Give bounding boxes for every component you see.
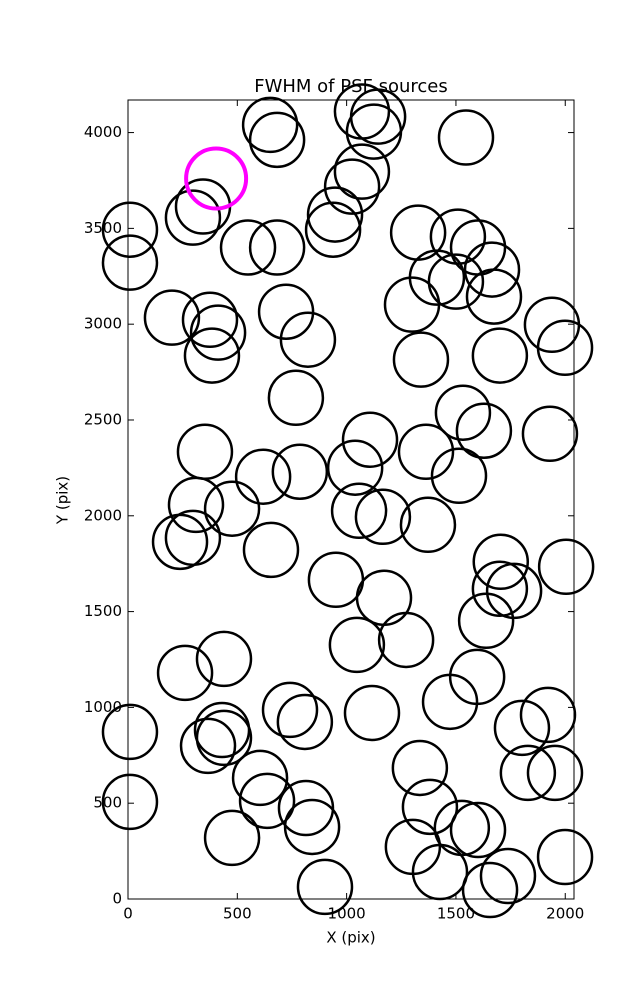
source-circle bbox=[430, 447, 488, 504]
source-circle bbox=[231, 749, 289, 807]
y-axis-label: Y (pix) bbox=[54, 476, 72, 525]
y-tick-label: 0 bbox=[112, 890, 122, 908]
source-circle bbox=[164, 509, 222, 567]
source-circle bbox=[333, 143, 391, 200]
source-circle bbox=[463, 241, 521, 298]
source-circle bbox=[479, 847, 537, 905]
source-circle bbox=[261, 681, 319, 739]
source-circle bbox=[461, 861, 519, 919]
x-tick-label: 2000 bbox=[546, 905, 584, 923]
source-circle bbox=[267, 369, 325, 427]
source-circle bbox=[421, 673, 479, 731]
source-circle bbox=[429, 208, 487, 265]
source-circle bbox=[399, 496, 457, 554]
source-circle bbox=[455, 402, 513, 459]
source-circle bbox=[271, 443, 329, 500]
source-circle bbox=[242, 521, 300, 579]
source-circle bbox=[219, 219, 277, 276]
source-circle bbox=[279, 311, 337, 368]
source-circle bbox=[101, 773, 159, 831]
source-circle bbox=[377, 611, 435, 669]
source-circle bbox=[195, 630, 253, 688]
source-circle bbox=[164, 189, 222, 246]
source-circle bbox=[330, 482, 388, 540]
source-circle bbox=[536, 828, 594, 886]
x-tick-label: 0 bbox=[123, 905, 133, 923]
source-circle bbox=[401, 778, 459, 836]
source-circle bbox=[179, 717, 237, 775]
source-circle bbox=[437, 109, 495, 166]
source-circle bbox=[238, 772, 296, 830]
source-circle bbox=[183, 327, 241, 384]
source-circle bbox=[184, 146, 249, 211]
source-circle bbox=[434, 384, 492, 441]
source-circle bbox=[391, 739, 449, 797]
source-circle bbox=[345, 103, 403, 160]
source-circle bbox=[203, 809, 261, 867]
source-circle bbox=[304, 201, 362, 258]
plot-area bbox=[101, 83, 595, 919]
source-circle bbox=[493, 699, 551, 757]
source-circle bbox=[181, 291, 239, 349]
source-circle bbox=[296, 858, 354, 916]
source-circle bbox=[283, 798, 341, 856]
source-circle bbox=[306, 186, 364, 243]
source-circle bbox=[521, 405, 579, 463]
source-circle bbox=[241, 96, 299, 154]
source-circle bbox=[383, 276, 441, 333]
source-circle bbox=[195, 709, 253, 767]
source-circle bbox=[537, 538, 595, 596]
y-tick-label: 500 bbox=[93, 794, 122, 812]
source-circle bbox=[457, 592, 515, 650]
source-circle bbox=[323, 158, 381, 215]
x-tick-label: 1000 bbox=[328, 905, 366, 923]
source-circle bbox=[519, 686, 577, 744]
source-circle bbox=[471, 327, 529, 384]
y-tick-label: 2500 bbox=[84, 410, 122, 428]
y-tick-label: 1000 bbox=[84, 698, 122, 716]
source-circle bbox=[392, 331, 450, 388]
source-circle bbox=[341, 411, 399, 468]
source-circle bbox=[354, 488, 412, 545]
source-circle bbox=[465, 268, 523, 325]
source-circle bbox=[472, 533, 530, 591]
source-circle bbox=[526, 744, 584, 802]
source-circle bbox=[427, 253, 485, 310]
x-axis-label: X (pix) bbox=[326, 929, 375, 947]
source-circle bbox=[276, 693, 334, 751]
source-circle bbox=[343, 684, 401, 742]
source-circle bbox=[143, 289, 201, 346]
source-circle bbox=[326, 439, 384, 496]
source-circle bbox=[328, 616, 386, 674]
source-circle bbox=[189, 304, 247, 361]
x-tick-label: 1500 bbox=[437, 905, 475, 923]
y-tick-label: 3000 bbox=[84, 315, 122, 333]
source-circle bbox=[203, 480, 261, 537]
y-tick-label: 4000 bbox=[84, 123, 122, 141]
source-circle bbox=[101, 234, 159, 291]
source-circle bbox=[101, 703, 159, 761]
source-circle bbox=[397, 423, 455, 481]
source-circle bbox=[156, 644, 214, 702]
source-circle bbox=[101, 201, 159, 258]
source-circle bbox=[536, 319, 594, 376]
source-circle bbox=[248, 219, 306, 276]
axes-frame bbox=[127, 99, 575, 900]
y-tick-label: 3500 bbox=[84, 219, 122, 237]
y-tick-label: 2000 bbox=[84, 506, 122, 524]
source-circle bbox=[471, 560, 529, 618]
source-circle bbox=[499, 744, 557, 802]
source-circle bbox=[167, 476, 225, 534]
source-circle bbox=[449, 801, 507, 859]
y-tick-label: 1500 bbox=[84, 602, 122, 620]
source-circle bbox=[257, 283, 315, 340]
x-tick-label: 500 bbox=[223, 905, 252, 923]
source-circle bbox=[248, 111, 306, 169]
source-circle bbox=[234, 448, 292, 505]
